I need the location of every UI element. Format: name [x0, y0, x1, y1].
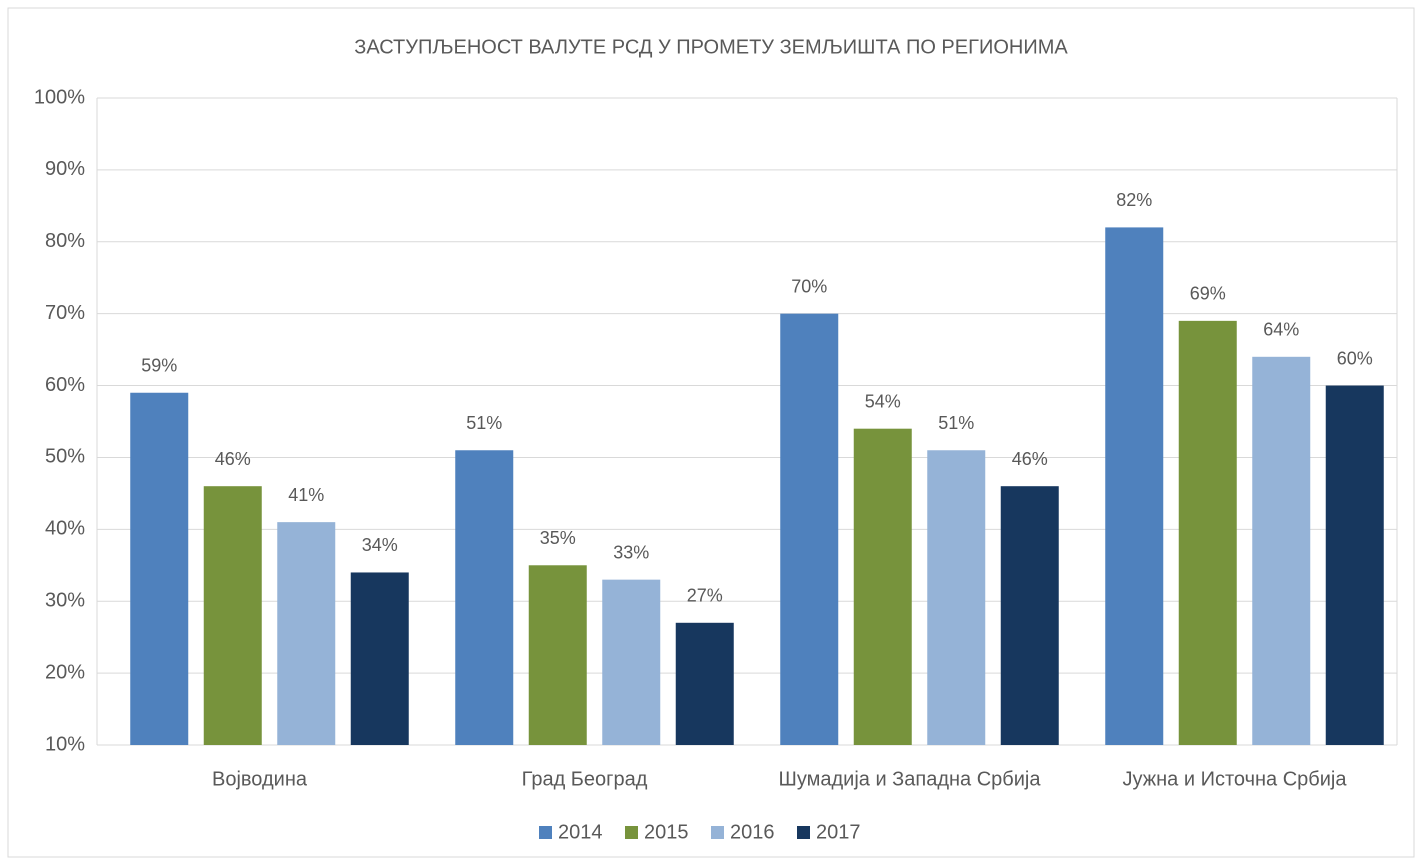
legend-swatch [539, 826, 552, 839]
value-label: 27% [687, 586, 723, 606]
bar [780, 313, 839, 745]
value-label: 41% [288, 485, 324, 505]
x-tick-label: Шумадија и Западна Србија [779, 768, 1042, 790]
bar [1178, 320, 1237, 745]
value-label: 70% [791, 276, 827, 296]
value-label: 69% [1190, 284, 1226, 304]
bar [1252, 356, 1311, 745]
bar [1000, 486, 1059, 745]
legend-swatch [625, 826, 638, 839]
value-label: 33% [613, 542, 649, 562]
bar [927, 450, 986, 745]
legend-label: 2016 [730, 821, 775, 843]
y-tick-label: 80% [45, 230, 85, 252]
bar [350, 572, 409, 745]
y-tick-label: 90% [45, 158, 85, 180]
bar [277, 522, 336, 745]
value-label: 51% [938, 413, 974, 433]
bar [528, 565, 587, 745]
x-tick-label: Јужна и Источна Србија [1123, 768, 1348, 790]
bar [203, 486, 262, 745]
value-label: 46% [215, 449, 251, 469]
value-label: 60% [1337, 348, 1373, 368]
value-label: 82% [1116, 190, 1152, 210]
x-tick-label: Војводина [212, 768, 308, 790]
bar [602, 579, 661, 745]
legend-label: 2014 [558, 821, 603, 843]
bar [853, 428, 912, 745]
x-tick-label: Град Београд [522, 768, 648, 790]
y-tick-label: 30% [45, 590, 85, 612]
y-tick-label: 40% [45, 518, 85, 540]
legend-label: 2017 [816, 821, 861, 843]
value-label: 59% [141, 355, 177, 375]
value-label: 54% [865, 391, 901, 411]
legend-swatch [711, 826, 724, 839]
y-tick-label: 50% [45, 446, 85, 468]
value-label: 34% [362, 535, 398, 555]
value-label: 35% [540, 528, 576, 548]
legend-label: 2015 [644, 821, 689, 843]
legend-swatch [797, 826, 810, 839]
y-tick-label: 20% [45, 661, 85, 683]
chart-title: ЗАСТУПЉЕНОСТ ВАЛУТЕ РСД У ПРОМЕТУ ЗЕМЉИШ… [354, 36, 1068, 58]
bar [130, 392, 189, 745]
value-label: 64% [1263, 320, 1299, 340]
bar [1325, 385, 1384, 745]
bar [455, 450, 514, 745]
y-tick-label: 10% [45, 733, 85, 755]
value-label: 46% [1012, 449, 1048, 469]
y-tick-label: 100% [34, 86, 85, 108]
y-tick-label: 70% [45, 302, 85, 324]
value-label: 51% [466, 413, 502, 433]
bar [675, 622, 734, 745]
bar [1105, 227, 1164, 745]
y-tick-label: 60% [45, 374, 85, 396]
